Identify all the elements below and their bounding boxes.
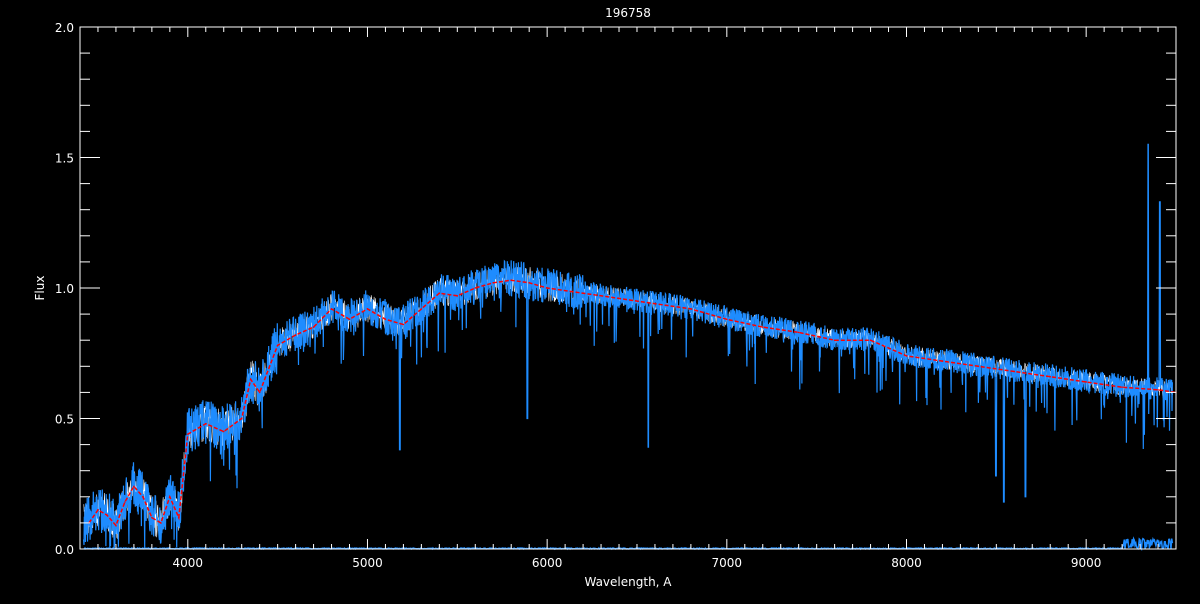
x-tick-label: 8000 xyxy=(891,556,922,570)
smoothed-point xyxy=(312,326,315,328)
smoothed-spectrum-line xyxy=(88,279,1177,527)
smoothed-point xyxy=(1013,370,1016,373)
smoothed-point xyxy=(249,378,252,381)
smoothed-point xyxy=(187,433,189,435)
x-axis-label: Wavelength, A xyxy=(584,575,672,589)
smoothed-point xyxy=(222,430,225,433)
smoothed-point xyxy=(492,281,495,284)
smoothed-point xyxy=(97,509,99,511)
x-tick-label: 9000 xyxy=(1071,556,1102,570)
y-tick-label: 2.0 xyxy=(55,21,74,35)
smoothed-point xyxy=(474,287,477,289)
smoothed-point xyxy=(654,302,656,305)
y-tick-label: 0.0 xyxy=(55,543,74,557)
smoothed-point xyxy=(1157,388,1159,391)
y-tick-label: 1.0 xyxy=(55,282,74,296)
smoothed-point xyxy=(1085,381,1087,383)
smoothed-point xyxy=(438,292,441,295)
smoothed-point xyxy=(169,496,171,498)
y-axis-label: Flux xyxy=(33,276,47,301)
smoothed-point xyxy=(106,514,108,516)
smoothed-point xyxy=(133,485,135,488)
y-tick-label: 0.5 xyxy=(55,413,74,427)
smoothed-point xyxy=(726,318,728,321)
smoothed-point xyxy=(456,295,459,297)
smoothed-point xyxy=(905,355,908,357)
smoothed-point xyxy=(240,417,243,420)
x-tick-label: 6000 xyxy=(532,556,563,570)
smoothed-point xyxy=(797,331,800,334)
smoothed-point xyxy=(582,292,584,295)
smoothed-point xyxy=(258,391,261,394)
smoothed-point xyxy=(151,516,153,519)
flux-spectrum-line xyxy=(83,143,1173,550)
smoothed-point xyxy=(294,334,297,336)
y-tick-label: 1.5 xyxy=(55,152,74,166)
smoothed-point xyxy=(977,365,980,368)
x-tick-label: 5000 xyxy=(352,556,383,570)
error-line xyxy=(83,536,1174,552)
smoothed-point xyxy=(366,308,369,310)
smoothed-point xyxy=(833,339,836,342)
smoothed-point xyxy=(330,308,333,310)
smoothed-point xyxy=(546,287,548,289)
chart-title: 196758 xyxy=(605,6,651,20)
smoothed-point xyxy=(142,496,144,498)
smoothed-point xyxy=(402,323,405,326)
x-tick-label: 7000 xyxy=(712,556,743,570)
smoothed-point xyxy=(761,326,764,328)
smoothed-point xyxy=(124,501,126,503)
smoothed-point xyxy=(276,344,279,347)
smoothed-point xyxy=(690,308,692,310)
smoothed-point xyxy=(384,318,387,321)
smoothed-point xyxy=(941,360,944,362)
plot-area xyxy=(83,143,1177,552)
smoothed-point xyxy=(160,522,162,524)
smoothed-point xyxy=(204,422,207,425)
x-tick-label: 4000 xyxy=(173,556,204,570)
axes-frame xyxy=(79,26,1177,550)
smoothed-point xyxy=(420,308,423,310)
smoothed-point xyxy=(115,524,117,527)
smoothed-point xyxy=(528,281,530,284)
smoothed-point xyxy=(618,297,620,300)
smoothed-point xyxy=(1049,375,1052,378)
axes: 4000 5000 6000 7000 8000 9000 0.0 0.5 1.0 1.5 2.0 xyxy=(55,21,1177,570)
smoothed-point xyxy=(510,279,513,281)
smoothed-point xyxy=(869,339,872,342)
smoothed-point xyxy=(178,516,180,519)
smoothed-point xyxy=(348,318,351,321)
smoothed-point xyxy=(1121,386,1123,388)
